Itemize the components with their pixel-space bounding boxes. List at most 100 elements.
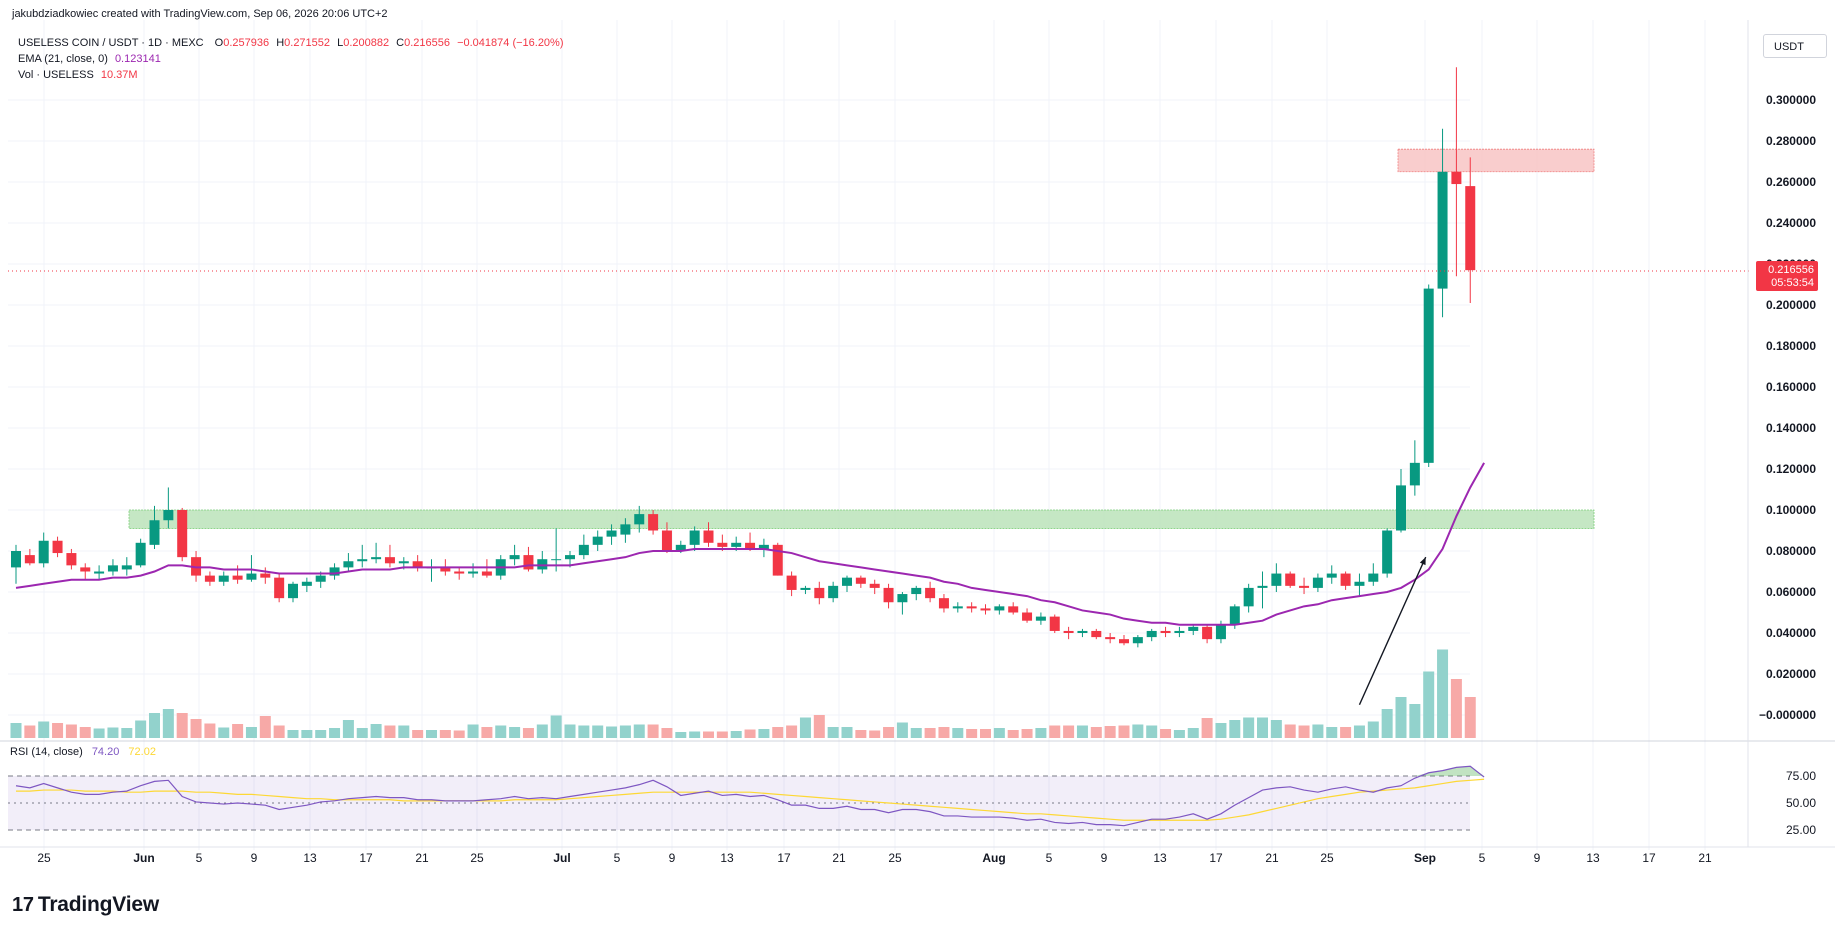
candle-body: [966, 606, 977, 609]
volume-bar: [495, 725, 507, 738]
time-tick-label: 5: [1479, 851, 1486, 865]
volume-bar: [1035, 728, 1047, 738]
brand-name: TradingView: [37, 893, 159, 916]
volume-bar: [924, 728, 936, 738]
currency-badge[interactable]: USDT: [1763, 34, 1827, 58]
volume-bar: [1381, 709, 1393, 738]
low-label: L: [337, 37, 344, 49]
candle-body: [592, 536, 603, 545]
time-tick-label: 21: [1265, 851, 1279, 865]
volume-bar: [453, 730, 465, 738]
candle-body: [135, 542, 146, 566]
volume-bar: [758, 729, 770, 738]
volume-row[interactable]: Vol · USELESS 10.37M: [18, 67, 564, 83]
candle-body: [232, 575, 243, 580]
volume-bar: [370, 724, 382, 738]
time-tick-label: Jul: [553, 851, 570, 865]
candle-body: [1077, 630, 1088, 633]
price-axis: −0.000000 0.020000 0.040000 0.060000 0.08000…: [1756, 93, 1818, 837]
candle-body: [80, 567, 91, 572]
volume-bar: [273, 725, 285, 738]
time-tick-label: 5: [614, 851, 621, 865]
volume-bar: [1298, 725, 1310, 738]
candle-body: [357, 559, 368, 562]
volume-bar: [218, 727, 230, 738]
volume-bar: [1118, 725, 1130, 738]
ema-label: EMA (21, close, 0): [18, 53, 108, 65]
symbol-title[interactable]: USELESS COIN / USDT · 1D · MEXC: [18, 37, 204, 49]
volume-bar: [342, 720, 354, 738]
candle-body: [565, 555, 575, 560]
volume-bar: [1312, 724, 1324, 738]
volume-bar: [176, 713, 188, 738]
volume-bar: [135, 720, 147, 738]
candle-body: [800, 587, 811, 590]
volume-bar: [744, 729, 756, 738]
candle-body: [828, 585, 839, 599]
price-tick-label: 0.140000: [1766, 421, 1816, 435]
volume-bar: [149, 713, 160, 738]
candle-body: [1382, 530, 1393, 574]
annotations: [0, 270, 1835, 742]
volume-bar: [869, 730, 881, 738]
candle-body: [1215, 624, 1226, 640]
rsi-legend[interactable]: RSI (14, close) 74.20 72.02: [10, 746, 156, 758]
volume-bar: [426, 730, 437, 738]
time-tick-label: 25: [888, 851, 902, 865]
time-tick-label: 13: [720, 851, 734, 865]
candle-body: [440, 567, 451, 572]
volume-bar: [245, 727, 257, 738]
volume-bar: [1423, 671, 1435, 738]
ema-row[interactable]: EMA (21, close, 0) 0.123141: [18, 51, 564, 67]
candle-body: [938, 598, 949, 609]
volume-bar: [550, 715, 562, 738]
price-tick-label: 0.060000: [1766, 585, 1816, 599]
price-tick-label: −0.000000: [1759, 708, 1816, 722]
volume-bar: [1160, 729, 1172, 738]
volume-bar: [952, 728, 964, 738]
candle-body: [1160, 630, 1171, 633]
candle-body: [1105, 637, 1116, 640]
candle-body: [288, 583, 298, 599]
time-axis: 25 Jun 5 9 13 17 21 25 Jul 5 9 13 17 21 25 Aug 5 9 13 17 21 2…: [0, 20, 1835, 865]
volume-bar: [79, 727, 91, 738]
candle-body: [1354, 581, 1365, 586]
volume-bar: [786, 725, 798, 738]
volume-bar: [1007, 730, 1019, 738]
volume-bar: [1132, 724, 1144, 738]
candle-body: [412, 561, 423, 568]
volume-bar: [910, 728, 922, 738]
time-tick-label: 17: [1209, 851, 1223, 865]
candle-body: [1243, 587, 1254, 607]
candle-body: [1396, 485, 1406, 531]
volume-bar: [204, 723, 216, 738]
candle-body: [523, 555, 534, 570]
candle-body: [163, 510, 174, 521]
time-tick-label: 5: [196, 851, 203, 865]
candle-body: [814, 587, 825, 599]
candle-body: [537, 559, 548, 570]
volume-bar: [121, 728, 133, 738]
price-tick-label: 0.100000: [1766, 503, 1816, 517]
candle-body: [925, 587, 936, 599]
candle-body: [481, 571, 492, 576]
volume-bar: [522, 728, 534, 738]
candle-body: [260, 573, 271, 578]
volume-bar: [259, 716, 271, 738]
change-value: −0.041874 (−16.20%): [457, 37, 564, 49]
volume-bar: [52, 723, 64, 738]
close-value: 0.216556: [404, 37, 451, 49]
volume-bar: [578, 725, 590, 738]
candle-body: [454, 571, 465, 574]
tradingview-logo[interactable]: 17 TradingView: [12, 893, 159, 917]
candle-body: [1229, 606, 1240, 625]
time-tick-label: Sep: [1414, 851, 1436, 865]
volume-bar: [1076, 725, 1088, 738]
candle-body: [177, 510, 188, 558]
volume-bar: [1049, 725, 1061, 738]
volume-bar: [1257, 717, 1268, 738]
candle-body: [1049, 616, 1060, 631]
candle-body: [301, 581, 312, 586]
volume-bar: [938, 727, 950, 738]
